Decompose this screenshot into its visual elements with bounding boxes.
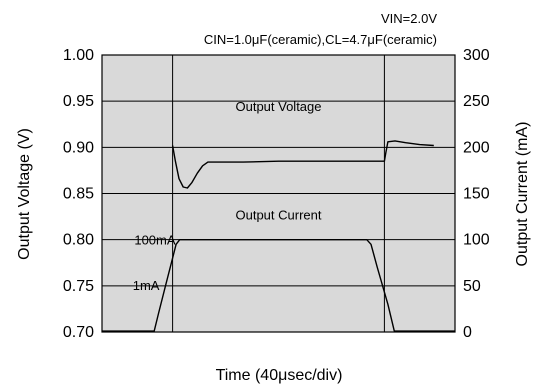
output-voltage-series (171, 140, 434, 189)
annotations: Output Voltage Output Current 100mA 1mA (133, 99, 322, 293)
left-axis-ticks: 0.70 0.75 0.80 0.85 0.90 0.95 1.00 (63, 47, 94, 341)
y-axis-label-right: Output Current (mA) (514, 122, 531, 267)
series-layer (102, 140, 455, 332)
left-tick-label: 0.95 (63, 93, 94, 110)
left-tick-label: 0.85 (63, 186, 94, 203)
output-current-series (102, 239, 455, 332)
right-tick-label: 200 (463, 139, 490, 156)
x-axis-label: Time (40μsec/div) (216, 367, 343, 384)
condition-vin: VIN=2.0V (381, 11, 437, 26)
annotation-label: 1mA (133, 278, 160, 293)
left-tick-label: 0.70 (63, 324, 94, 341)
left-tick-label: 0.80 (63, 232, 94, 249)
left-tick-label: 1.00 (63, 47, 94, 64)
left-tick-label: 0.90 (63, 139, 94, 156)
right-tick-label: 250 (463, 93, 490, 110)
left-tick-label: 0.75 (63, 278, 94, 295)
right-tick-label: 300 (463, 47, 490, 64)
right-tick-label: 150 (463, 186, 490, 203)
condition-capacitors: CIN=1.0μF(ceramic),CL=4.7μF(ceramic) (204, 32, 437, 47)
right-tick-label: 100 (463, 232, 490, 249)
right-tick-label: 0 (463, 324, 472, 341)
annotation-label: Output Voltage (235, 99, 321, 114)
y-axis-label-left: Output Voltage (V) (16, 128, 33, 260)
annotation-label: Output Current (236, 208, 322, 223)
plot-frame (101, 54, 456, 333)
right-tick-label: 50 (463, 278, 481, 295)
right-axis-ticks: 0 50 100 150 200 250 300 (463, 47, 490, 341)
annotation-label: 100mA (134, 233, 176, 248)
